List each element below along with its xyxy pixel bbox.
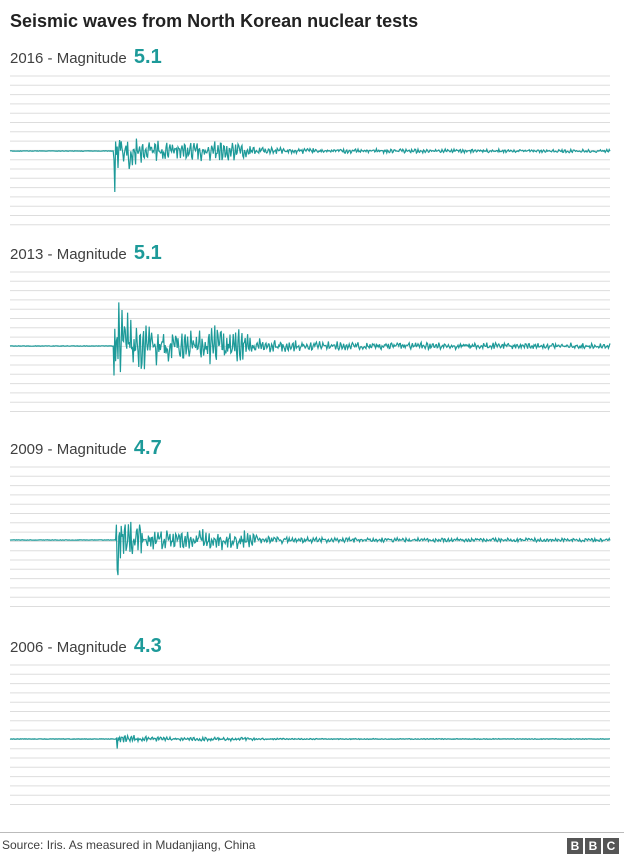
seismogram-panel-2009 xyxy=(9,466,611,607)
seismic-wave-2016 xyxy=(9,138,611,193)
seismic-wave-2013 xyxy=(9,302,611,376)
panel-prefix: - Magnitude xyxy=(43,639,131,656)
panel-prefix: - Magnitude xyxy=(43,246,131,263)
seismic-wave-2006 xyxy=(9,733,610,749)
logo-letter: B xyxy=(585,838,601,854)
logo-letter: C xyxy=(603,838,619,854)
magnitude-value: 5.1 xyxy=(133,242,162,264)
footer-divider xyxy=(0,832,624,833)
panel-label-2006: 2006 - Magnitude 4.3 xyxy=(10,635,162,658)
panel-prefix: - Magnitude xyxy=(43,441,131,458)
seismogram-panel-2016 xyxy=(9,75,611,226)
logo-letter: B xyxy=(567,838,583,854)
chart-title: Seismic waves from North Korean nuclear … xyxy=(10,11,419,31)
panel-label-2013: 2013 - Magnitude 5.1 xyxy=(10,242,162,265)
panel-year: 2006 xyxy=(10,639,44,656)
seismogram-panel-2006 xyxy=(9,664,610,805)
panel-year: 2013 xyxy=(10,246,44,263)
bbc-logo: B B C xyxy=(567,838,619,854)
source-note: Source: Iris. As measured in Mudanjiang,… xyxy=(2,838,256,852)
seismogram-panel-2013 xyxy=(9,271,611,412)
panel-year: 2016 xyxy=(10,50,44,67)
panel-year: 2009 xyxy=(10,441,44,458)
magnitude-value: 4.7 xyxy=(133,437,162,459)
panel-prefix: - Magnitude xyxy=(43,50,131,67)
magnitude-value: 4.3 xyxy=(133,635,162,657)
seismic-wave-2009 xyxy=(9,521,611,576)
panel-label-2016: 2016 - Magnitude 5.1 xyxy=(10,46,162,69)
panel-label-2009: 2009 - Magnitude 4.7 xyxy=(10,437,162,460)
magnitude-value: 5.1 xyxy=(133,46,162,68)
